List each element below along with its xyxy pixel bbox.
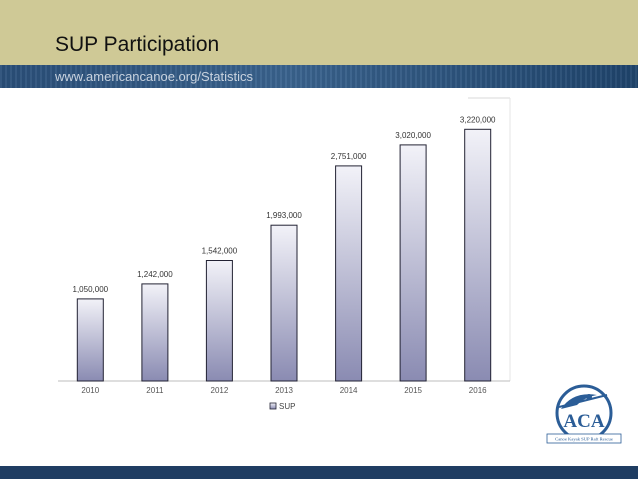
bar-2013: [270, 224, 298, 382]
x-tick-label-2011: 2011: [146, 386, 164, 395]
subtitle-band: [0, 65, 638, 88]
bar-2016: [464, 128, 492, 382]
x-tick-label-2015: 2015: [404, 386, 422, 395]
value-label-2015: 3,020,000: [395, 131, 431, 140]
legend: SUP: [269, 402, 295, 411]
slide-title: SUP Participation: [55, 33, 220, 56]
slide-subtitle: www.americancanoe.org/Statistics: [55, 69, 253, 84]
bar-2014: [335, 165, 363, 382]
value-label-2016: 3,220,000: [460, 115, 496, 124]
x-tick-label-2010: 2010: [81, 386, 99, 395]
value-label-2010: 1,050,000: [73, 285, 109, 294]
value-label-2013: 1,993,000: [266, 211, 302, 220]
x-tick-label-2012: 2012: [211, 386, 229, 395]
x-tick-label-2014: 2014: [340, 386, 358, 395]
logo-text: ACA: [563, 411, 604, 432]
bottom-band: [0, 466, 638, 479]
legend-label-sup: SUP: [279, 402, 295, 411]
value-label-2011: 1,242,000: [137, 270, 173, 279]
bar-2015: [399, 144, 427, 382]
aca-logo: ACA Canoe Kayak SUP Raft Rescue: [546, 384, 622, 444]
bar-chart: 1,050,000 1,242,000 1,542,000 1,993,000 2,75…: [58, 97, 511, 411]
title-band: [0, 0, 638, 65]
logo-tagline: Canoe Kayak SUP Raft Rescue: [555, 437, 613, 442]
bar-2011: [141, 283, 169, 382]
value-label-2014: 2,751,000: [331, 152, 367, 161]
value-labels-group: 1,050,000 1,242,000 1,542,000 1,993,000 2,75…: [73, 115, 497, 294]
legend-swatch-sup: [269, 402, 277, 410]
x-tick-labels-group: 2010 2011 2012 2013 2014 2015 2016: [81, 386, 487, 395]
value-label-2012: 1,542,000: [202, 247, 238, 256]
bars-group: [76, 128, 492, 382]
x-tick-label-2016: 2016: [469, 386, 487, 395]
x-tick-label-2013: 2013: [275, 386, 293, 395]
bar-2012: [205, 260, 233, 382]
bar-2010: [76, 298, 104, 382]
